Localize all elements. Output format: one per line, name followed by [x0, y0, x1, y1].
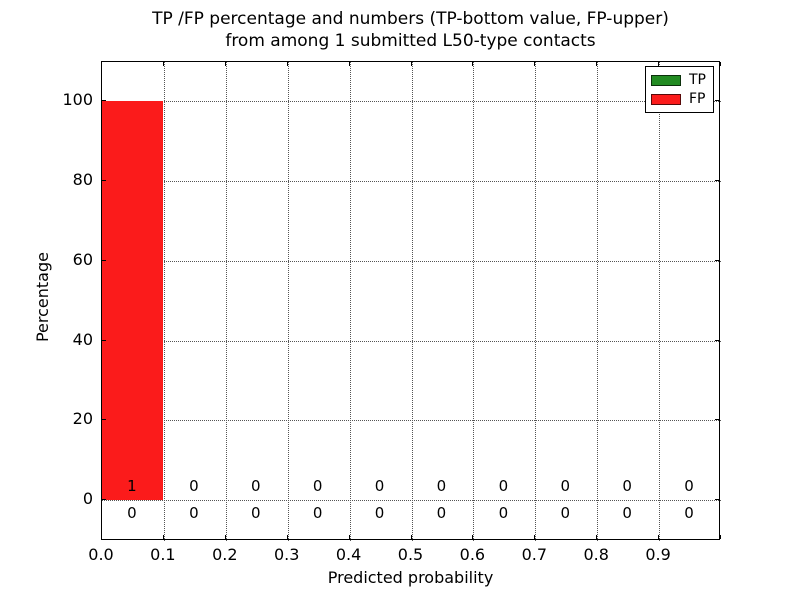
- y-tick-label: 20: [72, 409, 93, 429]
- y-tick-mark-right: [715, 498, 719, 500]
- x-tick-mark: [162, 535, 164, 539]
- legend-item-tp: TP: [651, 73, 713, 87]
- gridline-vertical: [473, 62, 475, 541]
- x-tick-mark: [472, 535, 474, 539]
- y-tick-label: 80: [72, 170, 93, 190]
- x-tick-mark: [720, 535, 721, 539]
- x-tick-mark: [658, 535, 660, 539]
- gridline-vertical: [287, 62, 289, 541]
- count-label-tp: 0: [498, 503, 509, 522]
- count-label-tp: 0: [312, 503, 323, 522]
- chart-title-line2: from among 1 submitted L50-type contacts: [225, 31, 596, 51]
- gridline-vertical: [349, 62, 351, 541]
- gridline-vertical: [411, 62, 413, 541]
- x-tick-label: 0.3: [273, 545, 300, 564]
- y-tick-mark-right: [715, 259, 719, 261]
- count-label-fp: 1: [127, 476, 137, 495]
- x-tick-mark-top: [348, 62, 350, 66]
- x-tick-mark-top: [658, 62, 660, 66]
- count-label-tp: 0: [622, 503, 632, 522]
- x-tick-mark: [101, 535, 102, 539]
- x-tick-label: 0.4: [335, 545, 362, 564]
- y-tick-mark-right: [715, 339, 719, 341]
- gridline-vertical: [163, 62, 165, 541]
- legend-swatch-tp: [651, 74, 681, 86]
- x-tick-mark: [596, 535, 598, 539]
- y-tick-label: 0: [82, 488, 93, 508]
- gridline-vertical: [225, 62, 227, 541]
- chart-title-line1: TP /FP percentage and numbers (TP-bottom…: [152, 9, 669, 29]
- count-label-fp: 0: [498, 476, 509, 495]
- x-tick-label: 0.8: [583, 545, 609, 564]
- count-label-tp: 0: [374, 503, 385, 522]
- count-label-fp: 0: [189, 476, 199, 495]
- y-tick-mark: [102, 100, 106, 102]
- x-tick-label: 0.7: [521, 545, 548, 564]
- x-axis-label: Predicted probability: [327, 568, 494, 587]
- gridline-vertical: [535, 62, 537, 541]
- count-label-fp: 0: [312, 476, 323, 495]
- x-tick-label: 0.5: [397, 545, 424, 564]
- legend-label-tp: TP: [689, 72, 706, 88]
- x-tick-mark-top: [162, 62, 164, 66]
- x-tick-mark: [534, 535, 536, 539]
- x-tick-mark-top: [286, 62, 288, 66]
- y-tick-label: 100: [62, 90, 93, 110]
- bar-fp: [102, 101, 163, 500]
- count-label-tp: 0: [560, 503, 571, 522]
- legend: TP FP: [645, 66, 714, 113]
- legend-swatch-fp: [651, 93, 681, 105]
- count-label-tp: 0: [250, 503, 261, 522]
- y-tick-mark: [102, 259, 106, 261]
- x-tick-label: 0.0: [88, 545, 114, 564]
- y-tick-mark: [102, 419, 106, 421]
- x-tick-mark-top: [101, 62, 102, 66]
- x-tick-mark-top: [224, 62, 226, 66]
- y-tick-mark: [102, 498, 106, 500]
- x-tick-mark-top: [472, 62, 474, 66]
- x-tick-mark-top: [720, 62, 721, 66]
- x-tick-label: 0.9: [645, 545, 671, 564]
- legend-label-fp: FP: [689, 91, 706, 107]
- y-tick-mark-right: [715, 419, 719, 421]
- gridline-vertical: [597, 62, 599, 541]
- x-tick-mark: [224, 535, 226, 539]
- count-label-tp: 0: [684, 503, 694, 522]
- legend-item-fp: FP: [651, 92, 713, 106]
- y-tick-mark: [102, 180, 106, 182]
- count-label-fp: 0: [374, 476, 385, 495]
- count-label-tp: 0: [127, 503, 137, 522]
- y-tick-mark-right: [715, 100, 719, 102]
- count-label-tp: 0: [189, 503, 199, 522]
- x-tick-mark-top: [534, 62, 536, 66]
- count-label-fp: 0: [622, 476, 632, 495]
- x-tick-mark: [410, 535, 412, 539]
- count-label-fp: 0: [250, 476, 261, 495]
- x-tick-label: 0.1: [150, 545, 176, 564]
- y-tick-mark-right: [715, 180, 719, 182]
- x-tick-label: 0.2: [212, 545, 238, 564]
- y-tick-label: 60: [72, 249, 93, 269]
- chart-title: TP /FP percentage and numbers (TP-bottom…: [101, 8, 720, 52]
- x-tick-mark: [348, 535, 350, 539]
- gridline-vertical: [659, 62, 661, 541]
- x-tick-label: 0.6: [459, 545, 486, 564]
- y-tick-label: 40: [72, 329, 93, 349]
- count-label-fp: 0: [560, 476, 571, 495]
- y-tick-mark: [102, 339, 106, 341]
- x-tick-mark-top: [410, 62, 412, 66]
- count-label-tp: 0: [436, 503, 447, 522]
- x-tick-mark-top: [596, 62, 598, 66]
- count-label-fp: 0: [684, 476, 694, 495]
- x-tick-mark: [286, 535, 288, 539]
- count-label-fp: 0: [436, 476, 447, 495]
- y-axis-label: Percentage: [33, 252, 52, 343]
- plot-area: [101, 61, 721, 541]
